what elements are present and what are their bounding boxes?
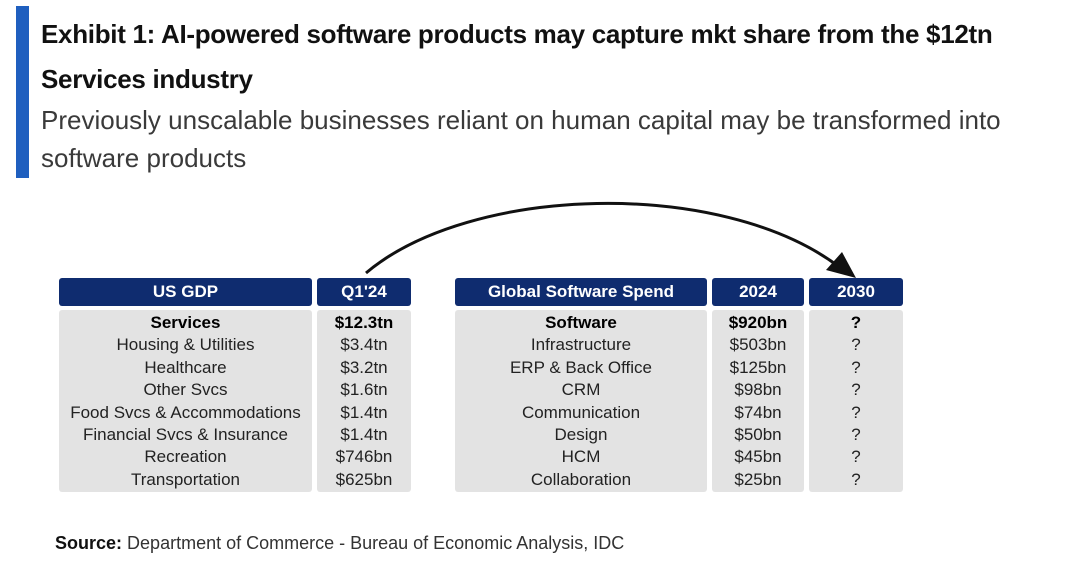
year-2024-header: 2024 — [712, 278, 804, 306]
software-category-cell: Software — [545, 313, 617, 332]
spend-2030-cell: ? — [851, 335, 861, 355]
software-category-cell: Communication — [521, 402, 641, 422]
gdp-value-cell: $3.4tn — [340, 335, 388, 355]
exhibit-title: Exhibit 1: AI-powered software products … — [41, 19, 993, 94]
spend-2030-cell: ? — [851, 402, 861, 422]
spend-2030-cell: ? — [850, 313, 862, 332]
gdp-category-cell: Housing & Utilities — [116, 335, 255, 355]
global-software-spend-header: Global Software Spend — [455, 278, 707, 306]
gdp-category-cell: Transportation — [131, 469, 240, 489]
gdp-category-cell: Recreation — [144, 447, 227, 467]
spend-2024-cell: $503bn — [729, 335, 787, 355]
flow-arrow-curve — [365, 202, 839, 275]
spend-2024-cell: $920bn — [728, 313, 788, 332]
spend-2030-cell: ? — [851, 469, 861, 489]
gdp-value-cell: $3.2tn — [340, 357, 388, 377]
software-category-cell: Design — [554, 424, 608, 444]
gdp-category-cell: Services — [150, 313, 221, 332]
spend-2024-cell: $74bn — [734, 402, 782, 422]
us-gdp-header: US GDP — [59, 278, 312, 306]
gdp-value-cell: $625bn — [335, 469, 393, 489]
flow-arrow-head — [826, 252, 856, 278]
gdp-value-cell: $1.4tn — [340, 424, 388, 444]
q1-24-header: Q1'24 — [317, 278, 411, 306]
software-category-cell: HCM — [561, 447, 601, 467]
spend-2024-cell: $98bn — [734, 380, 782, 400]
gdp-category-cell: Financial Svcs & Insurance — [82, 424, 289, 444]
spend-2024-cell: $45bn — [734, 447, 782, 467]
gdp-category-cell: Healthcare — [144, 357, 227, 377]
gdp-value-cell: $12.3tn — [334, 313, 394, 332]
spend-2030-cell: ? — [851, 357, 861, 377]
software-category-cell: Infrastructure — [530, 335, 632, 355]
source-text: Department of Commerce - Bureau of Econo… — [127, 533, 625, 553]
spend-2024-cell: $25bn — [734, 469, 782, 489]
accent-bar — [16, 6, 29, 178]
us-gdp-table: US GDP Q1'24 Services Housing & Utilities… — [59, 278, 411, 494]
gdp-category-cell: Other Svcs — [143, 380, 228, 400]
gdp-value-cell: $1.4tn — [340, 402, 388, 422]
source-note: Source: Department of Commerce - Bureau … — [55, 533, 624, 554]
spend-2024-cell: $125bn — [729, 357, 787, 377]
software-spend-table: Global Software Spend 2024 2030 Software… — [455, 278, 903, 494]
software-category-cell: Collaboration — [530, 469, 632, 489]
spend-2030-cell: ? — [851, 447, 861, 467]
spend-2030-cell: ? — [851, 380, 861, 400]
software-category-cell: ERP & Back Office — [509, 357, 653, 377]
gdp-value-cell: $1.6tn — [340, 380, 388, 400]
gdp-category-cell: Food Svcs & Accommodations — [70, 402, 301, 422]
spend-2024-cell: $50bn — [734, 424, 782, 444]
year-2030-header: 2030 — [809, 278, 903, 306]
source-label: Source: — [55, 533, 123, 553]
spend-2030-cell: ? — [851, 424, 861, 444]
software-category-cell: CRM — [561, 380, 601, 400]
gdp-value-cell: $746bn — [335, 447, 393, 467]
exhibit-subtitle: Previously unscalable businesses reliant… — [41, 105, 1001, 173]
